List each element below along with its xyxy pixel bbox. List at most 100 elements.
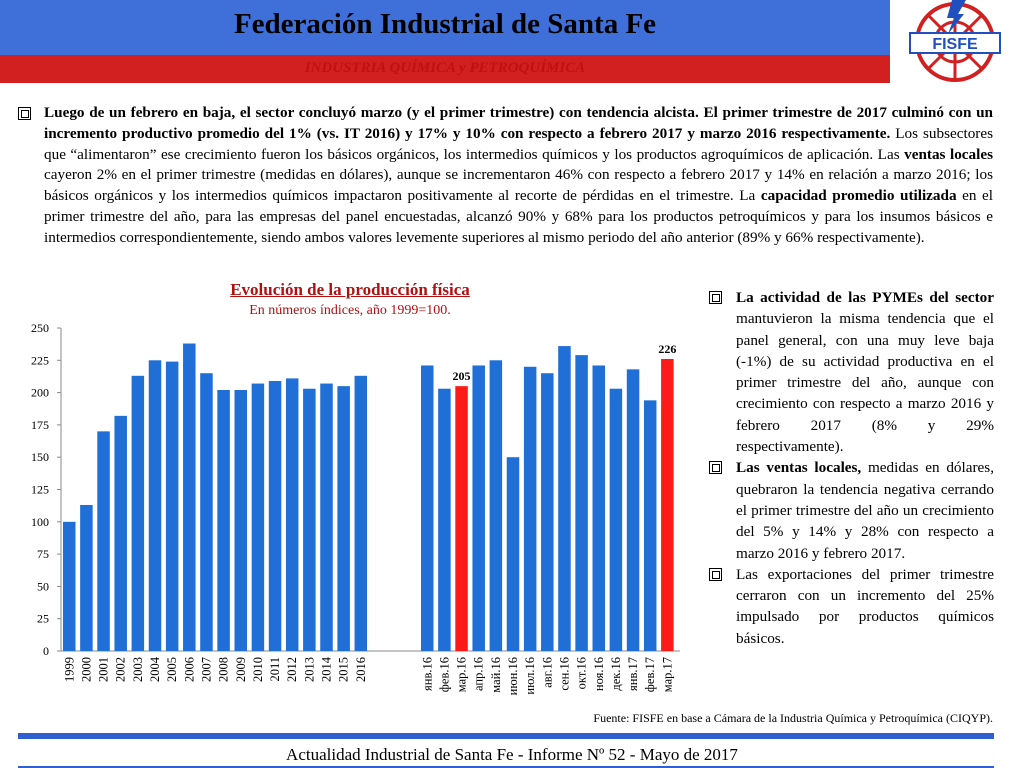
y-tick-label: 175 xyxy=(31,418,49,432)
x-tick-label: май.16 xyxy=(489,657,503,693)
bar xyxy=(643,400,657,651)
bar xyxy=(455,386,468,651)
x-tick-label: окт.16 xyxy=(575,657,589,689)
side-item2-text: medidas en dólares, quebraron la tendenc… xyxy=(736,459,994,562)
bar xyxy=(626,369,640,651)
bar xyxy=(558,346,571,651)
x-tick-label: 2002 xyxy=(114,657,128,682)
y-tick-label: 0 xyxy=(43,644,49,658)
bar xyxy=(80,505,93,651)
bar xyxy=(183,343,196,651)
page-title: Federación Industrial de Santa Fe xyxy=(233,8,657,40)
bar xyxy=(438,388,451,651)
source-prefix: Fuente: FISFE en base a xyxy=(593,711,714,725)
source-note: Fuente: FISFE en base a Cámara de la Ind… xyxy=(560,711,993,726)
x-tick-label: 2010 xyxy=(251,657,265,682)
chart-title: Evolución de la producción física xyxy=(230,280,470,299)
intro-bold-1: Luego de un febrero en baja, el sector c… xyxy=(44,104,993,142)
intro-bold-3: capacidad promedio utilizada xyxy=(760,187,957,205)
header-band xyxy=(0,0,890,55)
x-tick-label: 2003 xyxy=(131,657,145,682)
y-tick-label: 50 xyxy=(37,579,49,593)
y-tick-label: 75 xyxy=(37,547,49,561)
x-tick-label: 1999 xyxy=(62,657,76,682)
x-tick-label: мар.17 xyxy=(660,657,674,692)
bar xyxy=(354,375,368,651)
chart-subtitle: En números índices, año 1999=100. xyxy=(249,303,451,318)
y-tick-label: 225 xyxy=(31,353,49,367)
y-tick-label: 150 xyxy=(31,450,49,464)
bar xyxy=(421,365,434,651)
bar xyxy=(506,457,520,651)
y-tick-label: 100 xyxy=(31,515,49,529)
checkbox-bullet-icon xyxy=(709,291,722,304)
intro-bold-2: ventas locales xyxy=(904,145,993,163)
fisfe-logo: FISFE xyxy=(909,0,1001,82)
checkbox-bullet-icon xyxy=(709,461,722,475)
x-tick-label: авг.16 xyxy=(540,657,554,688)
bar xyxy=(489,360,503,651)
intro-text-1: Los subsectores que “alimentaron” ese cr… xyxy=(44,124,993,163)
bar xyxy=(661,359,674,651)
intro-text-3: en el primer trimestre del año, para las… xyxy=(44,187,993,246)
bar xyxy=(63,521,76,651)
x-tick-label: фев.17 xyxy=(643,657,657,692)
side-item1-bold: La actividad de las PYMEs del sector xyxy=(736,289,994,306)
x-tick-label: июн.16 xyxy=(506,657,520,695)
x-tick-label: 2014 xyxy=(320,656,334,682)
x-tick-label: 2000 xyxy=(79,657,93,682)
x-tick-label: янв.17 xyxy=(626,657,640,691)
source-org: Cámara de la Industria Química y Petroqu… xyxy=(713,711,993,725)
x-tick-label: 2013 xyxy=(302,657,316,682)
x-tick-label: 2011 xyxy=(268,657,282,682)
x-tick-label: 2012 xyxy=(285,657,299,682)
checkbox-bullet-icon xyxy=(18,107,31,120)
y-tick-label: 125 xyxy=(31,483,49,497)
x-tick-label: 2006 xyxy=(182,657,196,682)
bar xyxy=(472,365,485,651)
bar xyxy=(217,390,230,651)
bar xyxy=(97,431,110,651)
side-notes: La actividad de las PYMEs del sector man… xyxy=(706,287,994,649)
bar xyxy=(285,378,299,651)
x-tick-label: 2005 xyxy=(165,657,179,682)
bar xyxy=(148,360,162,651)
bar xyxy=(320,383,333,651)
footer-text: Actualidad Industrial de Santa Fe - Info… xyxy=(286,745,738,764)
bar xyxy=(592,365,605,651)
x-tick-label: сен.16 xyxy=(557,657,571,691)
subheader-band xyxy=(0,55,890,83)
bar xyxy=(541,373,554,651)
x-tick-label: 2008 xyxy=(217,657,231,682)
x-tick-label: 2001 xyxy=(97,657,111,682)
y-tick-label: 200 xyxy=(31,386,49,400)
intro-paragraph: Luego de un febrero en baja, el sector c… xyxy=(18,103,993,249)
x-tick-label: 2016 xyxy=(354,657,368,682)
x-tick-label: 2009 xyxy=(234,657,248,682)
y-tick-label: 250 xyxy=(31,321,49,335)
bar xyxy=(200,373,213,651)
side-item2-bold: Las ventas locales, xyxy=(736,459,862,477)
side-item-exportaciones: Las exportaciones del primer trimestre c… xyxy=(706,564,994,649)
x-tick-label: ноя.16 xyxy=(592,657,606,691)
footer-line xyxy=(18,766,994,768)
footer-bar xyxy=(18,733,994,739)
checkbox-bullet-icon xyxy=(709,567,722,581)
bar xyxy=(575,355,588,651)
bar xyxy=(303,388,316,651)
bar xyxy=(131,375,145,651)
production-chart: 0 25 50 75 100 125 150 175 200 225 250 1999 2000 2001… xyxy=(31,321,680,695)
logo-text: FISFE xyxy=(932,36,978,53)
bar xyxy=(251,383,265,651)
bar xyxy=(114,415,127,651)
x-tick-label: 2004 xyxy=(148,656,162,682)
side-item3-text: Las exportaciones del primer trimestre c… xyxy=(736,565,994,647)
x-tick-label: июл.16 xyxy=(523,657,537,695)
bar xyxy=(337,386,350,651)
x-tick-label: 2007 xyxy=(199,657,213,682)
side-item-ventas: Las ventas locales, medidas en dólares, … xyxy=(706,457,994,563)
x-tick-label: дек.16 xyxy=(609,657,623,691)
x-tick-label: 2015 xyxy=(337,657,351,682)
y-tick-label: 25 xyxy=(37,612,49,626)
bar xyxy=(165,361,179,651)
